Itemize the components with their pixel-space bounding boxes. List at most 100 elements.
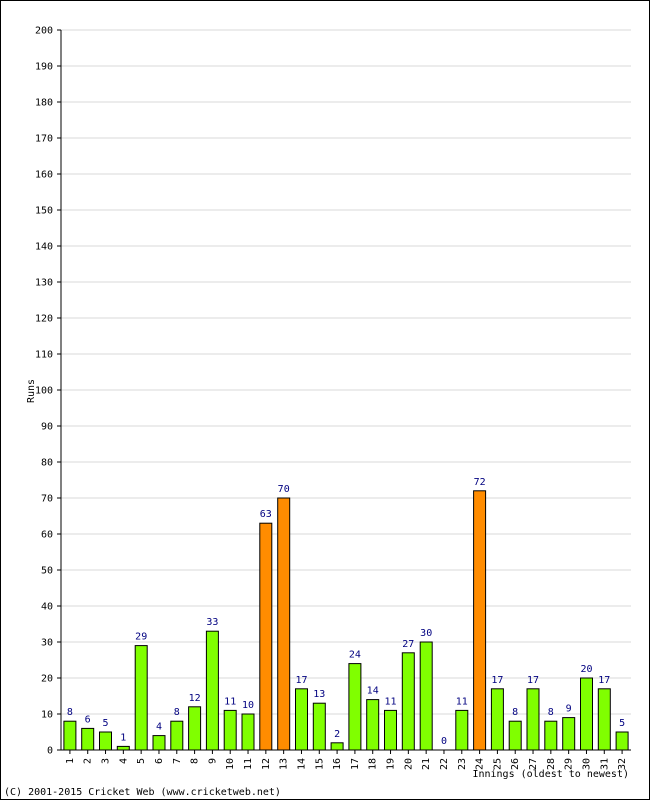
y-tick-label: 150 [35,206,53,217]
bar-value-label: 20 [580,664,592,675]
x-tick-label: 31 [599,758,610,770]
bar [312,702,326,751]
bar-value-label: 14 [367,686,379,697]
x-tick-label: 4 [118,758,129,764]
bar [295,688,308,751]
bar-value-label: 8 [512,707,518,718]
bar-value-label: 70 [278,484,290,495]
y-tick-label: 0 [47,746,53,757]
x-tick-label: 8 [190,758,201,764]
x-tick-label: 22 [439,758,450,770]
x-tick-label: 25 [492,758,503,770]
y-tick-label: 110 [35,350,53,361]
bar-value-label: 12 [189,693,201,704]
y-tick-label: 90 [41,422,53,433]
x-tick-label: 30 [581,758,592,770]
y-tick-label: 140 [35,242,53,253]
bar [401,652,415,751]
bar [348,663,362,751]
y-tick-label: 120 [35,314,53,325]
bar [134,645,148,751]
bar [366,699,380,751]
x-tick-label: 5 [136,758,147,764]
x-tick-label: 1 [65,758,76,764]
bar-value-label: 10 [242,700,254,711]
bar-value-label: 13 [313,689,325,700]
bar [259,522,273,751]
y-tick-label: 60 [41,530,53,541]
y-tick-label: 80 [41,458,53,469]
x-tick-label: 19 [386,758,397,770]
x-tick-label: 17 [350,758,361,770]
bar [580,677,593,751]
bar-value-label: 0 [441,736,447,747]
axes [60,30,631,751]
bar [330,742,344,751]
x-tick-label: 16 [332,758,343,770]
y-tick-label: 30 [41,638,53,649]
bar-value-label: 9 [566,704,572,715]
bar [223,709,237,751]
copyright-text: (C) 2001-2015 Cricket Web (www.cricketwe… [4,787,281,798]
y-tick-label: 160 [35,170,53,181]
x-tick-label: 28 [546,758,557,770]
y-tick-label: 10 [41,710,53,721]
x-tick-label: 7 [172,758,183,764]
x-tick-label: 18 [368,758,379,770]
y-tick-label: 20 [41,674,53,685]
bar [562,717,576,751]
bar-value-label: 30 [420,628,432,639]
bar [116,745,130,751]
bar [597,688,611,751]
bar-value-label: 11 [456,696,468,707]
bars [63,490,629,751]
y-tick-label: 200 [35,26,53,37]
x-tick-label: 24 [475,758,486,770]
bar-value-label: 17 [295,675,307,686]
bar-value-label: 8 [174,707,180,718]
bar-value-label: 11 [384,696,396,707]
bar [490,688,504,751]
bar-value-label: 6 [85,714,91,725]
x-tick-label: 3 [101,758,112,764]
bar-value-label: 1 [120,732,126,743]
bar [544,720,558,751]
x-tick-label: 13 [279,758,290,770]
y-tick-label: 40 [41,602,53,613]
y-tick-label: 70 [41,494,53,505]
x-axis-label: Innings (oldest to newest) [472,769,629,780]
bar-value-label: 5 [619,718,625,729]
bar-value-label: 2 [334,729,340,740]
bar [63,720,77,751]
bar [473,490,487,751]
bar-value-label: 17 [598,675,610,686]
bar-value-label: 17 [527,675,539,686]
y-axis-ticks: 0 10 20 30 40 50 60 70 80 90 100 110 120 130 140 150 160… [35,26,61,757]
x-tick-label: 23 [457,758,468,770]
x-tick-label: 14 [296,758,307,770]
x-tick-label: 11 [243,758,254,770]
bar-value-label: 11 [224,696,236,707]
bar-value-label: 27 [402,639,414,650]
x-tick-label: 26 [510,758,521,770]
x-tick-label: 15 [314,758,325,770]
bar [205,630,219,751]
x-tick-label: 27 [528,758,539,770]
bar [419,641,433,751]
bar [508,720,522,751]
x-tick-label: 2 [83,758,94,764]
x-tick-label: 21 [421,758,432,770]
x-tick-label: 29 [564,758,575,770]
bar-value-label: 17 [491,675,503,686]
bar [384,709,397,751]
x-tick-label: 12 [261,758,272,770]
grid-lines [61,29,631,715]
x-tick-label: 10 [225,758,236,770]
bar [277,497,291,751]
bar-value-label: 29 [135,632,147,643]
x-tick-label: 9 [207,758,218,764]
x-tick-label: 20 [403,758,414,770]
bar [188,706,202,751]
